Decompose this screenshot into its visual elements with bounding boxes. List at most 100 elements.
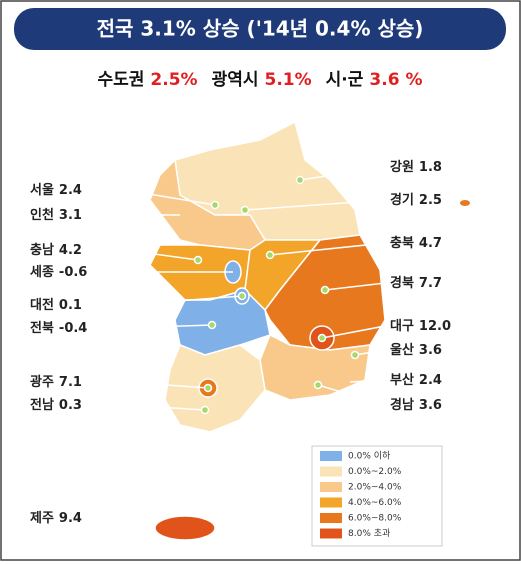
region-label: 경북 7.7	[390, 275, 442, 291]
region-value: -0.4	[59, 321, 87, 336]
legend-swatch	[320, 528, 342, 539]
leader-line	[317, 384, 386, 406]
summary: 수도권 2.5% 광역시 5.1% 시·군 3.6 %	[98, 70, 423, 90]
legend-label: 8.0% 초과	[348, 528, 390, 539]
legend-label: 4.0%~6.0%	[348, 498, 402, 508]
region-label: 대전 0.1	[30, 297, 82, 313]
legend-label: 6.0%~8.0%	[348, 514, 402, 524]
region-label: 충북 4.7	[390, 235, 442, 251]
legend-label: 2.0%~4.0%	[348, 483, 402, 493]
leader-line	[124, 249, 199, 261]
region-label: 전북 -0.4	[30, 320, 87, 336]
marker	[200, 405, 210, 415]
region-label: 대구 12.0	[390, 319, 451, 334]
region-value: 1.8	[419, 160, 442, 175]
marker	[317, 333, 327, 343]
marker	[295, 175, 305, 185]
leader-line	[124, 189, 216, 206]
region-name: 충북	[390, 235, 414, 251]
marker	[265, 250, 275, 260]
region-label: 부산 2.4	[390, 372, 442, 388]
region-value: 0.3	[59, 398, 82, 413]
legend-swatch	[320, 451, 342, 461]
title-banner	[14, 8, 506, 50]
region-value: 12.0	[419, 319, 451, 334]
island	[460, 200, 470, 206]
region-label: 제주 9.4	[30, 511, 82, 526]
region-name: 전남	[30, 397, 54, 413]
region-labels: 서울 2.4 인천 3.1 충남 4.2 세종 -0.6 대전 0.1 전북 -0.4 광주 7.1 전남 0…	[30, 159, 451, 526]
region-label: 전남 0.3	[30, 397, 82, 413]
leader-line	[349, 379, 386, 383]
region-jeju	[154, 515, 216, 541]
region-name: 제주	[30, 511, 54, 526]
region-label: 서울 2.4	[30, 182, 82, 198]
leader-line	[124, 381, 209, 389]
marker	[203, 383, 213, 393]
region-name: 대전	[30, 297, 54, 313]
marker	[320, 285, 330, 295]
region-value: 3.6	[419, 398, 442, 413]
region-value: -0.6	[59, 265, 87, 280]
leader-line	[324, 282, 386, 291]
leader-line	[124, 404, 206, 411]
region-name: 인천	[30, 207, 54, 223]
region-name: 경북	[390, 275, 414, 291]
marker	[240, 205, 250, 215]
region-name: 경기	[390, 192, 414, 208]
legend-swatch	[320, 513, 342, 523]
region-name: 강원	[390, 159, 414, 175]
leaders	[124, 166, 386, 415]
region-label: 충남 4.2	[30, 242, 82, 258]
region-value: 2.4	[419, 373, 442, 388]
marker	[237, 291, 247, 301]
summary-line: 수도권 2.5% 광역시 5.1% 시·군 3.6 %	[98, 70, 423, 90]
leader-line	[244, 199, 386, 211]
region-label: 강원 1.8	[390, 159, 442, 175]
region-name: 충남	[30, 242, 54, 258]
region-name: 대구	[390, 319, 414, 334]
legend-swatch	[320, 497, 342, 508]
region-value: 4.2	[59, 243, 82, 258]
summary-name: 수도권	[98, 70, 145, 90]
region-label: 광주 7.1	[30, 375, 82, 390]
region-value: 7.1	[59, 375, 82, 390]
region-name: 전북	[30, 320, 54, 336]
region-name: 서울	[30, 182, 54, 198]
region-jeonbuk	[174, 289, 271, 356]
title: 전국 3.1% 상승 ('14년 0.4% 상승)	[97, 17, 424, 41]
region-name: 세종	[30, 265, 54, 280]
legend-swatch	[320, 466, 342, 477]
region-label: 경남 3.6	[390, 397, 442, 413]
marker	[207, 320, 217, 330]
region-label: 울산 3.6	[390, 342, 442, 358]
legend-swatch	[320, 482, 342, 492]
legend-label: 0.0%~2.0%	[348, 467, 402, 477]
region-label: 세종 -0.6	[30, 265, 87, 280]
summary-value: 3.6 %	[369, 70, 422, 90]
region-value: 0.1	[59, 298, 82, 313]
leader-line	[321, 325, 386, 339]
region-value: 4.7	[419, 236, 442, 251]
leader-line	[269, 242, 386, 256]
leader-line	[354, 349, 386, 356]
marker	[193, 255, 203, 265]
region-name: 울산	[390, 342, 414, 358]
region-label: 인천 3.1	[30, 207, 82, 223]
region-value: 2.5	[419, 193, 442, 208]
marker	[350, 350, 360, 360]
leader-line	[124, 324, 213, 329]
region-value: 3.1	[59, 208, 82, 223]
summary-value: 2.5%	[150, 70, 197, 90]
region-value: 2.4	[59, 183, 82, 198]
marker	[210, 200, 220, 210]
leader-line	[299, 166, 386, 181]
region-name: 광주	[30, 375, 54, 390]
region-name: 부산	[390, 372, 414, 388]
summary-value: 5.1%	[265, 70, 312, 90]
marker	[313, 380, 323, 390]
region-name: 경남	[390, 397, 414, 413]
region-label: 경기 2.5	[390, 192, 442, 208]
region-value: 7.7	[419, 276, 442, 291]
